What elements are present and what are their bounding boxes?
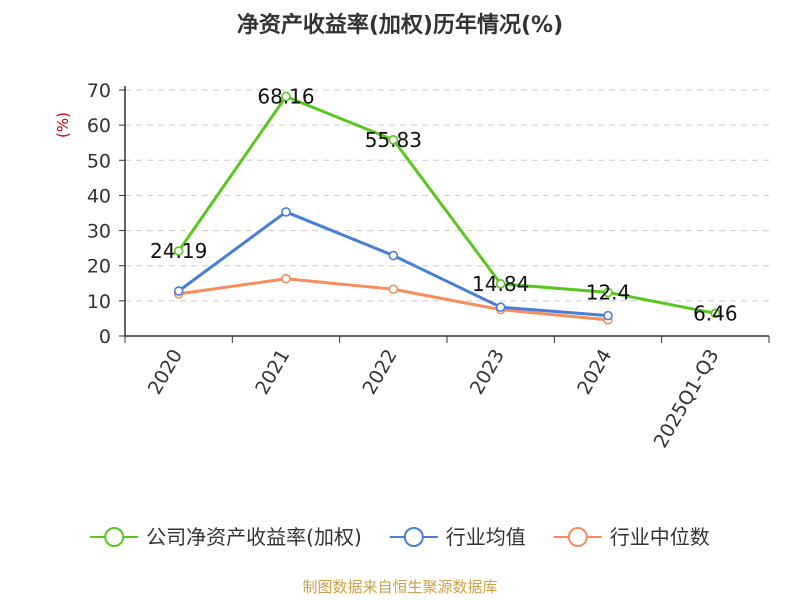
data-label: 55.83 bbox=[365, 128, 422, 152]
data-point bbox=[173, 286, 184, 296]
data-point bbox=[388, 250, 399, 261]
x-tick-label: 2025Q1-Q3 bbox=[650, 346, 724, 452]
data-label: 6.46 bbox=[693, 301, 738, 325]
legend-item-0[interactable]: 公司净资产收益率(加权) bbox=[90, 525, 362, 549]
data-label: 24.19 bbox=[150, 239, 207, 263]
x-tick-label: 2021 bbox=[251, 346, 294, 399]
y-tick-label: 10 bbox=[87, 291, 111, 313]
x-ticks: 2020 2021 2022 2023 2024 2025Q1-Q3 bbox=[124, 336, 770, 452]
legend-marker-icon bbox=[403, 527, 424, 547]
data-point bbox=[173, 246, 184, 256]
x-tick-label: 2023 bbox=[466, 345, 509, 398]
series-line-0 bbox=[177, 94, 716, 315]
y-ticks: 0 10 20 30 40 50 60 70 bbox=[87, 80, 125, 348]
x-tick-label: 2024 bbox=[573, 346, 616, 399]
y-tick-label: 70 bbox=[87, 80, 111, 102]
data-source: 制图数据来自恒生聚源数据库 bbox=[302, 578, 497, 596]
data-point bbox=[495, 302, 506, 312]
data-point bbox=[281, 91, 291, 102]
data-label: 68.16 bbox=[257, 84, 314, 108]
chart-title: 净资产收益率(加权)历年情况(%) bbox=[237, 12, 563, 38]
legend-item-1[interactable]: 行业均值 bbox=[389, 525, 526, 549]
y-tick-label: 60 bbox=[87, 115, 111, 137]
y-tick-label: 30 bbox=[87, 221, 111, 243]
data-point bbox=[281, 207, 291, 217]
data-point bbox=[281, 273, 291, 284]
y-tick-label: 0 bbox=[99, 326, 111, 348]
legend-item-2[interactable]: 行业中位数 bbox=[553, 525, 710, 549]
legend-label: 公司净资产收益率(加权) bbox=[146, 525, 362, 549]
legend-marker-icon bbox=[567, 527, 588, 547]
data-point bbox=[388, 134, 399, 145]
legend-label: 行业中位数 bbox=[610, 525, 710, 549]
data-labels: 24.19 68.16 55.83 14.84 12.4 6.46 bbox=[150, 84, 738, 325]
legend[interactable]: 公司净资产收益率(加权) 行业均值 行业中位数 bbox=[90, 525, 710, 549]
data-point bbox=[710, 308, 721, 319]
data-label: 12.4 bbox=[586, 280, 631, 304]
data-point bbox=[603, 287, 613, 298]
y-tick-label: 20 bbox=[87, 256, 111, 278]
x-tick-label: 2020 bbox=[144, 346, 187, 399]
legend-label: 行业均值 bbox=[446, 525, 526, 549]
legend-marker-icon bbox=[104, 527, 125, 547]
data-point bbox=[603, 310, 613, 321]
grid-lines bbox=[125, 89, 769, 302]
data-label: 14.84 bbox=[472, 272, 529, 296]
y-tick-label: 40 bbox=[87, 185, 111, 207]
series-lines bbox=[173, 91, 721, 325]
data-point bbox=[388, 284, 399, 295]
series-line-1 bbox=[177, 210, 609, 318]
x-tick-label: 2022 bbox=[358, 346, 401, 399]
data-point bbox=[495, 279, 506, 289]
y-axis-label: (%) bbox=[54, 112, 72, 138]
y-tick-label: 50 bbox=[87, 150, 111, 172]
